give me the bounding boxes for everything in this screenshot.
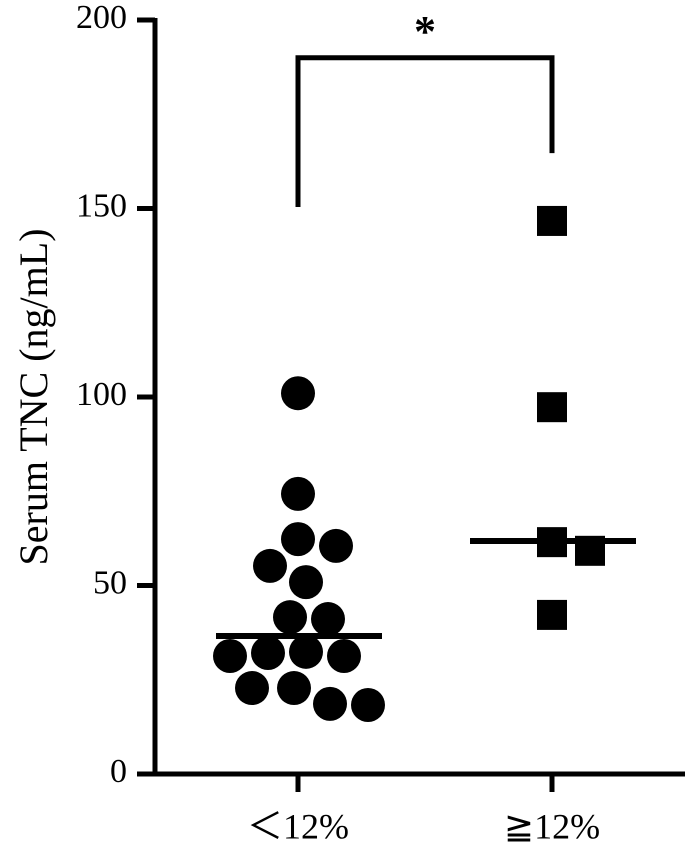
x-tick-label: ≧12% [504,806,600,846]
significance-label: * [414,7,436,56]
point [537,205,567,236]
point [313,686,347,721]
point [311,602,345,637]
y-tick-label: 200 [76,0,127,36]
point [281,476,315,511]
point [235,671,269,706]
y-tick-label: 50 [93,564,127,601]
point [327,638,361,673]
y-tick-label: 100 [76,376,127,413]
point [253,548,287,583]
point [277,671,311,706]
point [281,522,315,557]
point [319,528,353,563]
point [289,565,323,600]
point [251,635,285,670]
point [273,600,307,635]
point [289,634,323,669]
point [537,599,567,630]
significance-bracket [295,55,555,207]
y-tick-label: 150 [76,187,127,224]
point [281,376,315,411]
y-axis-label: Serum TNC (ng/mL) [11,228,56,565]
point [213,638,247,673]
y-tick-label: 0 [110,753,127,790]
x-tick-label: ＜12% [247,806,349,846]
point [351,688,385,723]
point [537,392,567,423]
